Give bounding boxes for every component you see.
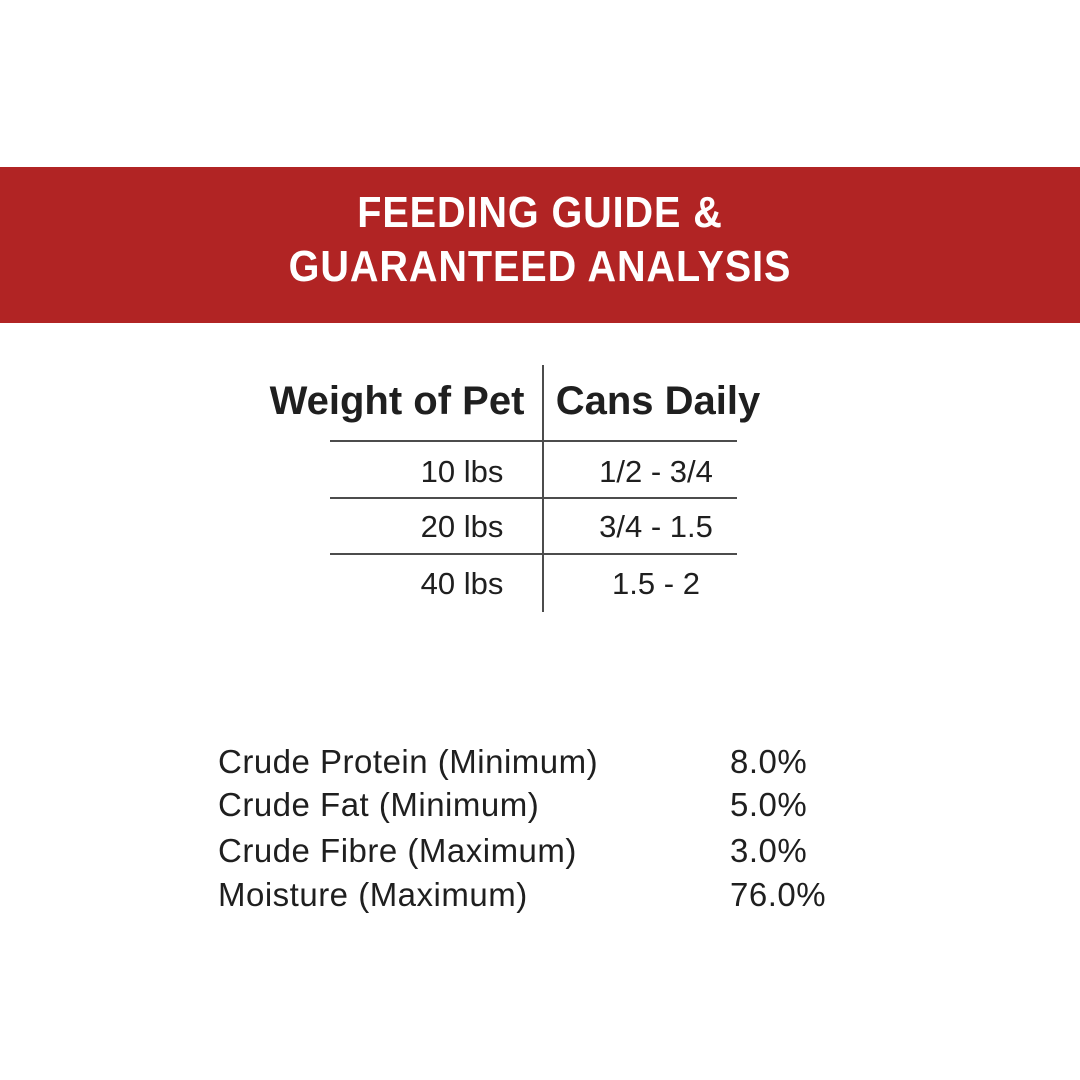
weight-cell: 20 lbs	[420, 509, 504, 544]
table-rule-row2	[330, 553, 737, 555]
analysis-label: Crude Fibre (Maximum)	[218, 832, 577, 869]
list-item: Crude Protein (Minimum) 8.0%	[218, 745, 858, 779]
table-vertical-divider	[542, 365, 544, 612]
analysis-label: Crude Protein (Minimum)	[218, 743, 599, 780]
analysis-value: 76.0%	[730, 876, 827, 913]
analysis-label: Moisture (Maximum)	[218, 876, 528, 913]
analysis-value: 5.0%	[730, 786, 808, 823]
weight-cell: 10 lbs	[420, 454, 504, 489]
column-header-weight: Weight of Pet	[269, 379, 525, 423]
table-rule-header	[330, 440, 737, 442]
weight-cell: 40 lbs	[420, 566, 504, 601]
banner-title-line2: GUARANTEED ANALYSIS	[288, 242, 792, 291]
header-banner: FEEDING GUIDE & GUARANTEED ANALYSIS	[0, 167, 1080, 323]
cans-cell: 3/4 - 1.5	[599, 509, 713, 544]
cans-cell: 1/2 - 3/4	[599, 454, 713, 489]
list-item: Crude Fibre (Maximum) 3.0%	[218, 834, 858, 868]
list-item: Moisture (Maximum) 76.0%	[218, 878, 858, 912]
cans-cell: 1.5 - 2	[612, 566, 700, 601]
analysis-value: 3.0%	[730, 832, 808, 869]
list-item: Crude Fat (Minimum) 5.0%	[218, 788, 858, 822]
column-header-cans: Cans Daily	[555, 379, 761, 423]
analysis-value: 8.0%	[730, 743, 808, 780]
analysis-label: Crude Fat (Minimum)	[218, 786, 540, 823]
banner-title-line1: FEEDING GUIDE &	[357, 188, 723, 237]
table-rule-row1	[330, 497, 737, 499]
